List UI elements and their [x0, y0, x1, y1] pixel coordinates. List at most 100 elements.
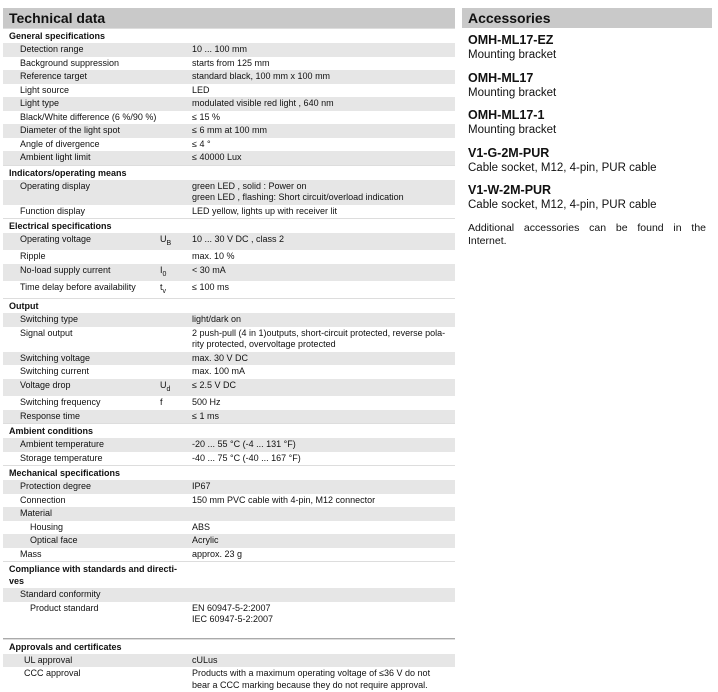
symbol	[160, 411, 192, 423]
section: Approvals and certificates UL approval cUL…	[3, 637, 455, 692]
value: 150 mm PVC cable with 4-pin, M12 connect…	[192, 495, 455, 507]
value	[192, 589, 455, 601]
value-line: bear a CCC marking because they do not r…	[192, 679, 428, 690]
value: cULus	[192, 655, 455, 667]
spec-row: Black/White difference (6 %/90 %) ≤ 15 %	[3, 111, 455, 125]
value: approx. 23 g	[192, 549, 455, 561]
spec-row: Detection range 10 ... 100 mm	[3, 43, 455, 57]
value: 500 Hz	[192, 397, 455, 409]
value: max. 100 mA	[192, 366, 455, 378]
accessory: OMH-ML17-EZ Mounting bracket	[468, 33, 706, 66]
value-line: ≤ 2.5 V DC	[192, 379, 236, 390]
label: Ambient light limit	[20, 152, 91, 162]
section-title: Mechanical specifications	[3, 465, 455, 480]
value-line: ≤ 40000 Lux	[192, 152, 242, 162]
spec-row: Ripple max. 10 %	[3, 250, 455, 264]
symbol	[160, 589, 192, 601]
value: ABS	[192, 522, 455, 534]
value-line: starts from 125 mm	[192, 57, 270, 68]
spec-row: Ambient temperature -20 ... 55 °C (-4 ...…	[3, 438, 455, 452]
spec-row: Time delay before availability tv ≤ 100 ms	[3, 281, 455, 298]
section: General specifications Detection range 10 …	[3, 28, 455, 165]
label: Switching current	[20, 366, 90, 377]
panel-title: Technical data	[3, 8, 455, 28]
label: Diameter of the light spot	[20, 125, 121, 135]
value-line: -40 ... 75 °C (-40 ... 167 °F)	[192, 452, 301, 463]
accessory-name: OMH-ML17-EZ	[468, 33, 554, 47]
value-line: LED yellow, lights up with receiver lit	[192, 205, 338, 216]
symbol	[160, 58, 192, 70]
spec-row: Switching type light/dark on	[3, 313, 455, 327]
label: Light type	[20, 98, 60, 108]
value-line: ≤ 15 %	[192, 111, 220, 122]
value-line: 10 ... 100 mm	[192, 44, 248, 54]
value: < 30 mA	[192, 265, 455, 280]
label: UL approval	[24, 654, 73, 665]
section: Electrical specifications Operating volta…	[3, 218, 455, 298]
symbol: I0	[160, 265, 192, 280]
value: 10 ... 30 V DC , class 2	[192, 234, 455, 249]
symbol: Ud	[160, 380, 192, 395]
value-line: ABS	[192, 521, 211, 532]
value-line: max. 30 V DC	[192, 352, 249, 363]
value-line: 150 mm PVC cable with 4-pin, M12 connect…	[192, 494, 376, 505]
value: ≤ 4 °	[192, 139, 455, 151]
value-line: max. 100 mA	[192, 366, 246, 377]
value-line: -20 ... 55 °C (-4 ... 131 °F)	[192, 439, 296, 450]
section-title: Approvals and certificates	[3, 638, 455, 654]
accessory: OMH-ML17-1 Mounting bracket	[468, 108, 706, 141]
value-line: approx. 23 g	[192, 548, 243, 559]
symbol: tv	[160, 282, 192, 297]
value	[192, 508, 455, 520]
label: Function display	[20, 205, 86, 216]
section: Ambient conditions Ambient temperature -20…	[3, 423, 455, 465]
value-line: 2 push-pull (4 in 1)outputs, short-circu…	[192, 327, 446, 338]
value: modulated visible red light , 640 nm	[192, 98, 455, 110]
symbol	[160, 535, 192, 547]
value-line: LED	[192, 84, 210, 95]
label: Black/White difference (6 %/90 %)	[20, 111, 157, 122]
value-line: green LED , flashing: Short circuit/over…	[192, 192, 404, 202]
spec-row: Ambient light limit ≤ 40000 Lux	[3, 151, 455, 165]
symbol	[160, 508, 192, 520]
spec-row: Light source LED	[3, 84, 455, 98]
label: Reference target	[20, 71, 88, 81]
value: ≤ 15 %	[192, 112, 455, 124]
spec-row: Storage temperature -40 ... 75 °C (-40 ..…	[3, 452, 455, 466]
value-line: modulated visible red light , 640 nm	[192, 98, 334, 108]
title-line: Compliance with standards and directi-	[9, 564, 178, 575]
spec-row: Background suppression starts from 125 mm	[3, 57, 455, 71]
symbol	[160, 655, 192, 667]
symbol: UB	[160, 234, 192, 249]
section-title: Indicators/operating means	[3, 164, 455, 180]
value: ≤ 40000 Lux	[192, 152, 455, 164]
symbol	[160, 353, 192, 365]
spec-row: Switching frequency f 500 Hz	[3, 396, 455, 410]
value: standard black, 100 mm x 100 mm	[192, 71, 455, 83]
value-line: 500 Hz	[192, 397, 221, 408]
value-line: ≤ 4 °	[192, 138, 211, 149]
value: green LED , solid : Power on green LED , …	[192, 181, 455, 204]
label: Background suppression	[20, 57, 120, 68]
value-line: Products with a maximum operating voltag…	[192, 668, 431, 679]
note: Additional accessories can be found in t…	[468, 221, 706, 247]
label: Light source	[20, 84, 70, 95]
value: EN 60947-5-2:2007 IEC 60947-5-2:2007	[192, 603, 455, 626]
label: Material	[20, 508, 53, 519]
section-title: Compliance with standards and directi-ve…	[3, 561, 455, 588]
section-title: General specifications	[3, 28, 455, 43]
spec-row: Signal output 2 push-pull (4 in 1)outputs…	[3, 327, 455, 352]
title-line: ves	[9, 576, 25, 587]
symbol-base: t	[160, 282, 163, 293]
label: CCC approval	[24, 668, 81, 679]
spec-row: Light type modulated visible red light , …	[3, 97, 455, 111]
value-line: green LED , solid : Power on	[192, 180, 307, 191]
symbol-sub: B	[166, 239, 172, 247]
value: 10 ... 100 mm	[192, 44, 455, 56]
value: LED	[192, 85, 455, 97]
accessory: OMH-ML17 Mounting bracket	[468, 71, 706, 104]
label: Operating display	[20, 180, 91, 191]
value-line: cULus	[192, 654, 218, 665]
symbol	[160, 603, 192, 626]
label: Switching voltage	[20, 352, 91, 363]
